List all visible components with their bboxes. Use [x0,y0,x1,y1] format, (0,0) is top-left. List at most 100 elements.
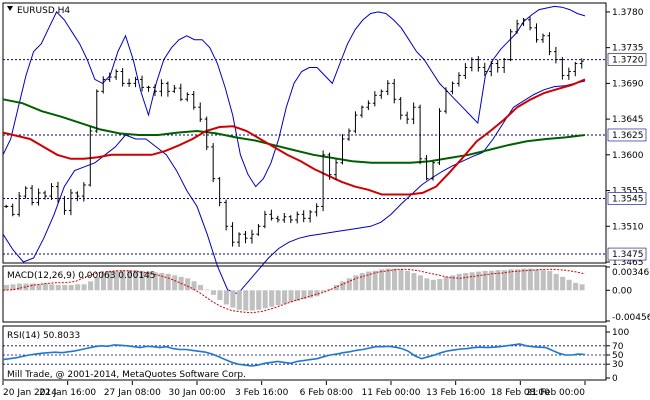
macd-axis: 0.00346 0.00 -0.00456 [606,266,650,323]
macd-bar [560,276,566,291]
triangle-down-icon[interactable] [7,6,13,11]
price-bar [256,224,261,236]
price-bar [17,191,22,217]
price-bar [340,134,345,165]
macd-bar [288,290,294,303]
price-tick-label: 1.3510 [612,222,644,232]
price-bar [398,97,403,120]
macd-bar [463,273,469,291]
macd-bar [185,278,191,291]
macd-bar [514,269,520,291]
copyright-footer: Mill Trade, @ 2001-2014, MetaQuotes Soft… [7,370,246,380]
price-bar [120,67,125,87]
price-bar [566,67,571,80]
price-level-tag [607,247,647,261]
price-bar [198,102,203,122]
price-bar [217,177,222,207]
macd-bar [81,284,87,291]
price-panel[interactable]: 1.37801.37351.36901.36451.36001.35551.35… [2,2,647,295]
bollinger-upper-line [2,5,586,188]
price-bar [10,203,15,217]
macd-bar [443,276,449,291]
price-bar [68,189,73,216]
macd-bar [307,290,313,298]
price-bar [62,195,67,215]
macd-bar [230,290,236,308]
macd-bar [501,270,507,291]
price-bar [573,61,578,77]
bollinger-bands [2,5,586,295]
time-tick-label: 11 Feb 00:00 [361,388,420,398]
macd-bar [301,290,307,300]
macd-bar [88,281,94,291]
macd-bar [68,285,74,291]
macd-bar [204,289,210,291]
price-bar [392,78,397,104]
macd-bar [327,288,333,291]
price-bar [314,203,319,217]
price-bar [81,182,86,202]
symbol-label: EURUSD,H4 [17,6,70,16]
price-level-tag [607,192,647,205]
price-bar [165,81,170,97]
price-bar [334,159,339,181]
macd-bar [107,271,113,291]
macd-bar [404,270,410,291]
macd-bar [120,270,126,291]
price-bar [211,143,216,183]
macd-bar [223,290,229,305]
price-bar [4,204,9,209]
price-bar [528,16,533,31]
macd-bar [139,270,145,291]
price-bar [146,85,151,92]
macd-bar [295,290,301,301]
macd-bar [392,268,398,291]
price-tick-label: 1.3645 [612,115,644,125]
macd-signal-path [2,268,586,314]
price-bar [249,229,254,244]
macd-bar [172,275,178,291]
macd-bar [191,281,197,291]
macd-bar [320,290,326,292]
rsi-tick-label: 70 [612,342,624,352]
macd-bar [547,270,553,291]
price-bar [275,215,280,223]
price-bar [366,100,371,111]
macd-bar [36,284,42,291]
price-bar [385,80,390,96]
price-bar [295,211,300,224]
price-bar [30,184,35,206]
macd-bar [249,290,255,311]
price-bar [224,199,229,231]
price-axis: 1.37801.37351.36901.36451.36001.35551.35… [606,8,647,268]
price-bar [133,76,138,88]
price-bar [94,89,99,133]
macd-bar [42,283,48,291]
price-bar [140,75,145,92]
macd-bar [243,290,249,311]
time-tick-label: 22 Jan 16:00 [39,388,96,398]
price-bar [75,191,80,202]
rsi-tick-label: 0 [612,374,618,384]
macd-bar [210,290,216,295]
price-bar [172,84,177,93]
macd-panel[interactable]: 0.00346 0.00 -0.00456 MACD(12,26,9) 0.0006… [2,265,650,323]
macd-bar [133,270,139,291]
price-bar [540,33,545,43]
time-tick-label: 6 Feb 08:00 [300,388,354,398]
price-bar [159,79,164,97]
price-bar [204,116,209,151]
time-tick-label: 20 Jan 2014 [3,388,57,398]
price-bar [489,60,494,77]
price-bar [482,62,487,76]
time-tick-label: 21 Feb 00:00 [526,388,585,398]
time-tick-label: 18 Feb 08:00 [491,388,550,398]
price-bar [508,28,513,62]
price-level-lines [3,59,606,255]
macd-bar [372,270,378,291]
price-bar [476,56,481,72]
price-bars [4,16,584,247]
macd-tick-label: -0.00456 [612,313,650,323]
